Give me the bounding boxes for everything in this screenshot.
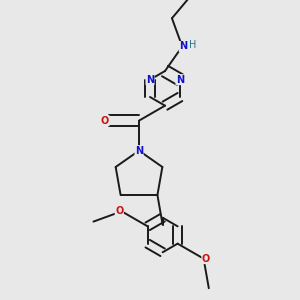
Text: O: O	[115, 206, 123, 216]
Text: O: O	[202, 254, 210, 264]
Text: N: N	[146, 75, 154, 85]
Text: O: O	[101, 116, 109, 126]
Text: N: N	[135, 146, 143, 156]
Text: N: N	[179, 41, 187, 51]
Text: N: N	[176, 75, 184, 85]
Text: H: H	[188, 40, 196, 50]
